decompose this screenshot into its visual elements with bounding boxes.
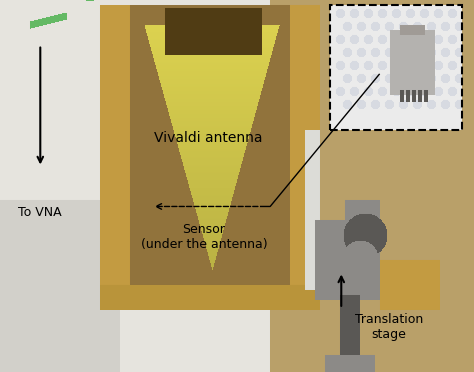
Text: Vivaldi antenna: Vivaldi antenna — [155, 131, 263, 145]
Text: To VNA: To VNA — [18, 206, 62, 218]
Text: Sensor
(under the antenna): Sensor (under the antenna) — [140, 223, 267, 251]
Bar — [330, 5, 462, 130]
Text: Translation
stage: Translation stage — [355, 313, 423, 341]
